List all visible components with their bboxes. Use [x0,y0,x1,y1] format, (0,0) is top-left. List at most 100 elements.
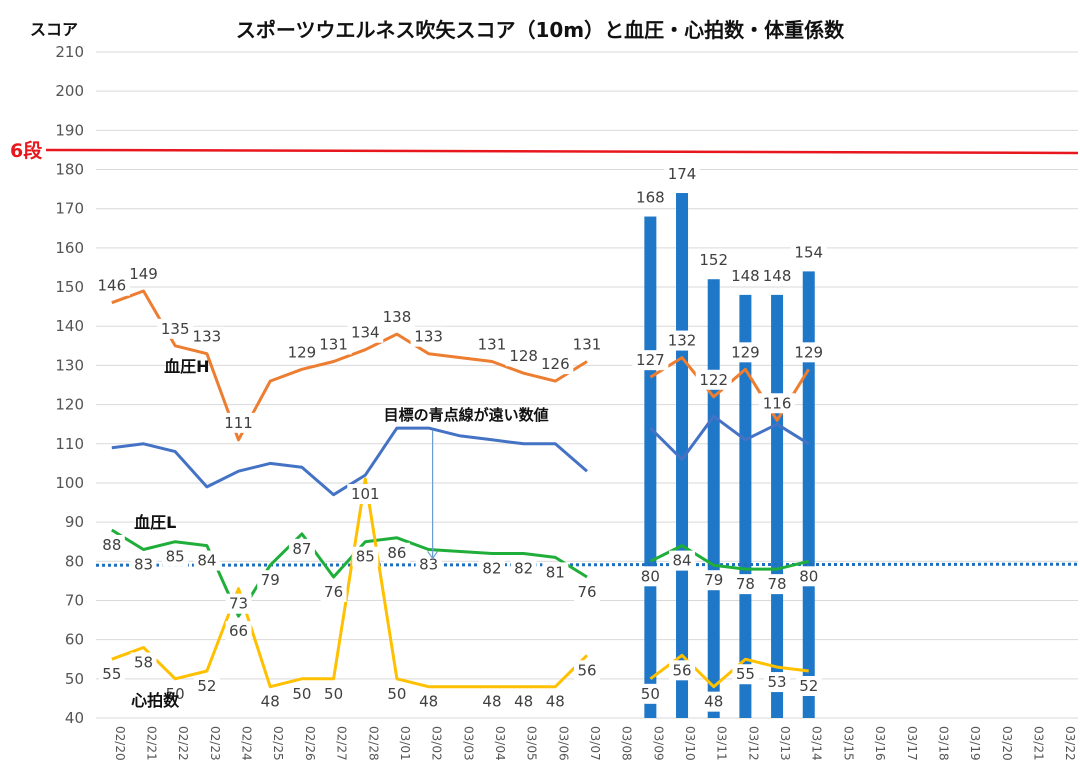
x-tick-label: 03/20 [1000,726,1014,761]
data-label: 81 [546,563,565,581]
data-label-bg [315,334,352,355]
data-label-bg [669,660,696,681]
data-label: 50 [166,685,185,703]
target-line [95,562,1079,567]
data-label: 87 [292,540,311,558]
data-label: 48 [546,693,565,711]
data-label-bg [320,683,347,704]
data-label: 84 [197,552,216,570]
data-label-bg [257,570,284,591]
data-label-bg [764,672,791,693]
data-label: 85 [356,548,375,566]
x-tick-label: 03/18 [936,726,950,761]
data-label-bg [542,691,569,712]
data-label: 66 [229,622,248,640]
y-tick-label: 200 [55,82,84,100]
data-label-bg [664,164,701,185]
y-tick-label: 170 [55,200,84,218]
data-label-bg [283,342,320,363]
y-tick-label: 40 [65,709,84,727]
data-label: 48 [482,693,501,711]
data-label-bg [347,484,384,505]
data-label: 148 [763,267,792,285]
score-bar [771,294,784,718]
data-label-bg [225,621,252,642]
annotation-text: 目標の青点線が遠い数値 [384,406,549,424]
reference-line-label: 6段 [10,139,43,162]
series-line [111,477,809,689]
data-label-bg [93,275,130,296]
x-tick-label: 03/06 [556,726,570,761]
x-tick-label: 03/02 [430,726,444,761]
x-tick-label: 02/21 [145,726,159,761]
annotation-arrowhead [427,550,439,560]
x-tick-label: 03/19 [968,726,982,761]
data-label: 111 [224,414,253,432]
x-tick-label: 03/21 [1031,726,1045,761]
data-label-bg [695,250,732,271]
y-tick-label: 50 [65,670,84,688]
data-label: 152 [699,251,728,269]
x-tick-label: 02/27 [335,726,349,761]
annotation: 目標の青点線が遠い数値 [384,406,549,560]
data-label: 116 [763,394,792,412]
x-tick-label: 02/22 [176,726,190,761]
data-label: 52 [197,677,216,695]
x-tick-label: 03/15 [841,726,855,761]
data-label: 82 [514,559,533,577]
y-tick-label: 80 [65,552,84,570]
data-label-bg [193,550,220,571]
y-tick-label: 60 [65,631,84,649]
x-tick-label: 02/20 [113,726,127,761]
x-tick-label: 03/08 [620,726,634,761]
data-label: 78 [768,575,787,593]
data-label: 48 [419,693,438,711]
data-label-bg [130,554,157,575]
chart-title: スポーツウエルネス吹矢スコア（10m）と血圧・心拍数・体重係数 [236,18,845,42]
data-label-bg [664,330,701,351]
data-label: 131 [478,335,507,353]
data-label: 80 [641,567,660,585]
reference-line [45,148,1079,155]
data-label: 101 [351,485,380,503]
x-tick-label: 03/04 [493,726,507,761]
data-label-bg [695,369,732,390]
data-label: 133 [193,328,222,346]
x-tick-label: 02/26 [303,726,317,761]
data-label-bg [478,691,505,712]
data-label: 48 [261,693,280,711]
series-lines [111,289,810,689]
data-label: 83 [419,556,438,574]
data-label-bg [157,318,194,339]
data-label: 122 [699,371,728,389]
x-tick-label: 03/14 [810,726,824,761]
data-label-bg [125,263,162,284]
data-label-bg [632,350,669,371]
data-label-bg [574,660,600,681]
y-tick-label: 160 [55,239,84,257]
data-label-bg [795,675,822,696]
data-label: 79 [261,571,280,589]
y-tick-label: 210 [55,43,84,61]
x-tick-label: 03/17 [905,726,919,761]
series-names: 血圧H 血圧L 心拍数 [131,357,209,710]
data-label: 174 [668,165,697,183]
data-label: 55 [736,665,755,683]
data-label-bg [320,581,347,602]
data-label-bg [790,242,827,263]
y-tick-label: 100 [55,474,84,492]
data-label-bg [510,558,537,579]
data-label: 131 [573,335,602,353]
y-tick-label: 150 [55,278,84,296]
x-tick-label: 03/03 [461,726,475,761]
data-label-bg [795,566,822,587]
data-label: 88 [102,536,121,554]
data-label-bg [759,265,796,286]
data-label-bg [727,342,764,363]
y-tick-label: 110 [55,435,84,453]
data-label: 146 [98,277,127,295]
data-label: 128 [509,347,538,365]
data-label: 78 [736,575,755,593]
series-name-label: 心拍数 [131,691,180,710]
